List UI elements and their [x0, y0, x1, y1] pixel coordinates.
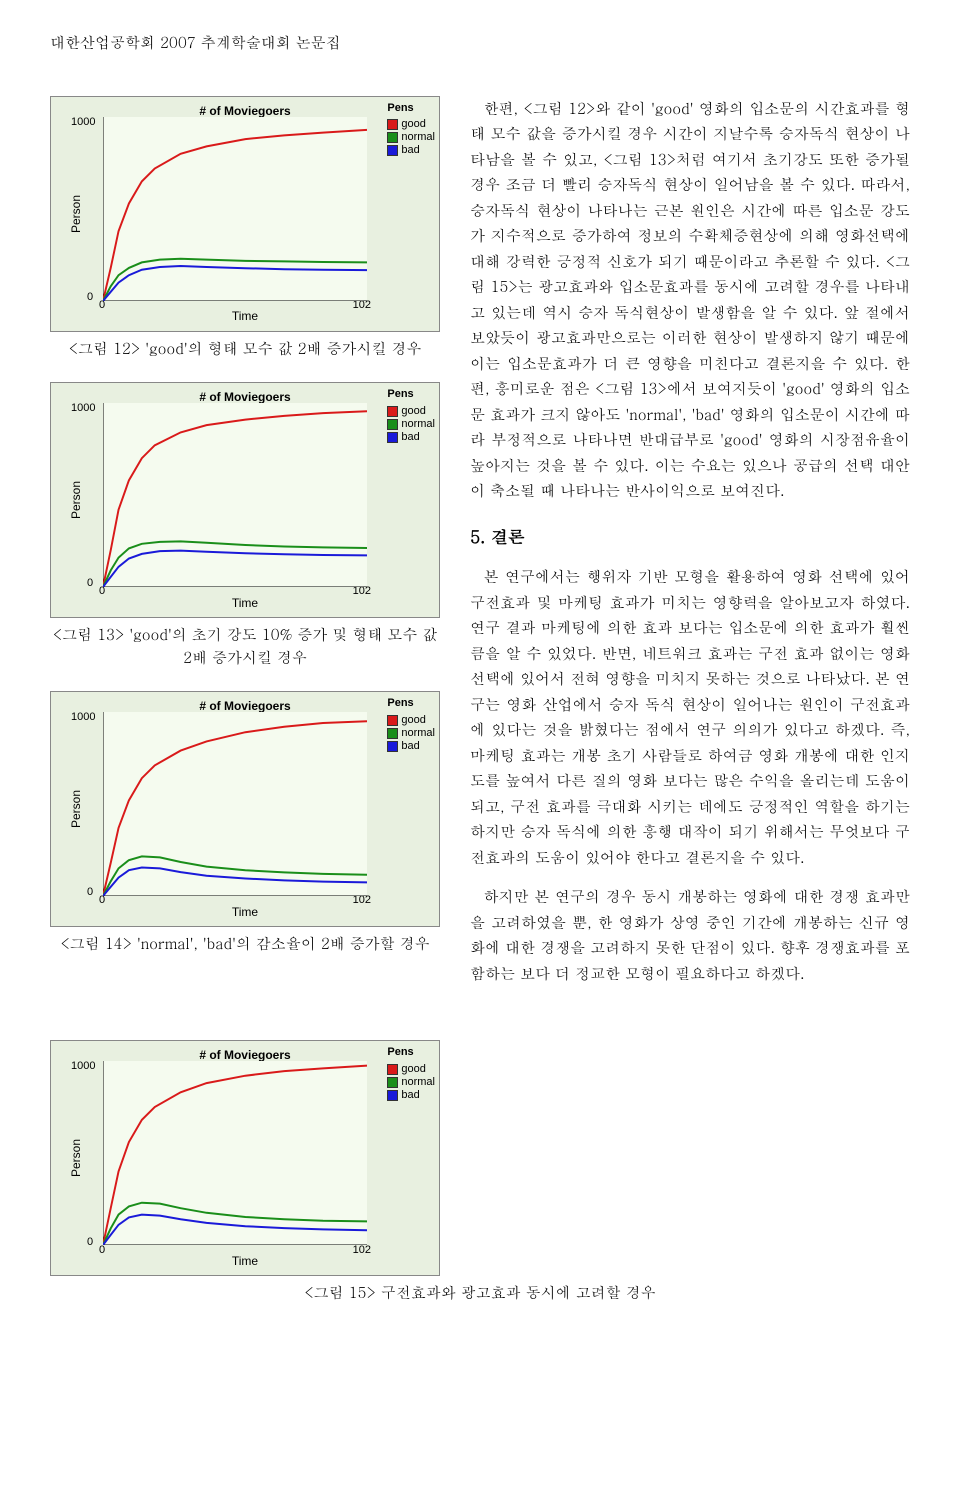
chart-svg	[103, 117, 367, 301]
chart-box: # of Moviegoers Pens good normal bad Per…	[50, 96, 440, 332]
x-tick-max: 102	[353, 296, 371, 315]
legend-title: Pens	[387, 385, 435, 404]
y-tick-max: 1000	[71, 1057, 95, 1076]
x-axis-label: Time	[232, 902, 258, 922]
legend-swatch-good	[387, 406, 398, 417]
y-tick-max: 1000	[71, 708, 95, 727]
figure-12: # of Moviegoers Pens good normal bad Per…	[50, 96, 440, 361]
legend-swatch-bad	[387, 1090, 398, 1101]
legend-label: bad	[401, 740, 419, 753]
body-paragraph-2: 본 연구에서는 행위자 기반 모형을 활용하여 영화 선택에 있어 구전효과 및…	[470, 564, 910, 870]
y-tick-max: 1000	[71, 399, 95, 418]
chart-svg	[103, 712, 367, 896]
chart-legend: Pens good normal bad	[387, 385, 435, 444]
x-tick-min: 0	[99, 296, 105, 315]
x-tick-max: 102	[353, 582, 371, 601]
figure-13-caption: <그림 13> 'good'의 초기 강도 10% 증가 및 형태 모수 값 2…	[50, 624, 440, 669]
x-tick-max: 102	[353, 891, 371, 910]
x-axis-label: Time	[232, 306, 258, 326]
legend-swatch-bad	[387, 145, 398, 156]
figure-14-caption: <그림 14> 'normal', 'bad'의 감소율이 2배 증가할 경우	[50, 933, 440, 956]
body-paragraph-3: 하지만 본 연구의 경우 동시 개봉하는 영화에 대한 경쟁 효과만을 고려하였…	[470, 884, 910, 986]
legend-label: bad	[401, 431, 419, 444]
legend-swatch-bad	[387, 432, 398, 443]
x-tick-min: 0	[99, 582, 105, 601]
legend-label: normal	[401, 418, 435, 431]
legend-label: normal	[401, 131, 435, 144]
chart-box: # of Moviegoers Pens good normal bad Per…	[50, 691, 440, 927]
y-axis-label: Person	[66, 481, 86, 519]
legend-label: good	[401, 1063, 425, 1076]
y-tick-min: 0	[87, 574, 93, 593]
legend-swatch-bad	[387, 741, 398, 752]
figure-13: # of Moviegoers Pens good normal bad Per…	[50, 382, 440, 669]
legend-swatch-normal	[387, 132, 398, 143]
legend-swatch-normal	[387, 1077, 398, 1088]
chart-svg	[103, 403, 367, 587]
legend-label: good	[401, 118, 425, 131]
right-column: 한편, <그림 12>와 같이 'good' 영화의 입소문의 시간효과를 형태…	[470, 96, 910, 1001]
legend-title: Pens	[387, 1043, 435, 1062]
legend-title: Pens	[387, 694, 435, 713]
legend-swatch-good	[387, 1064, 398, 1075]
chart-box: # of Moviegoers Pens good normal bad Per…	[50, 382, 440, 618]
figure-14: # of Moviegoers Pens good normal bad Per…	[50, 691, 440, 956]
legend-swatch-good	[387, 715, 398, 726]
legend-swatch-normal	[387, 419, 398, 430]
left-column: # of Moviegoers Pens good normal bad Per…	[50, 96, 440, 1001]
chart-legend: Pens good normal bad	[387, 1043, 435, 1102]
bottom-single-column: # of Moviegoers Pens good normal bad Per…	[50, 1040, 910, 1305]
legend-title: Pens	[387, 99, 435, 118]
chart-box: # of Moviegoers Pens good normal bad Per…	[50, 1040, 440, 1276]
two-column-layout: # of Moviegoers Pens good normal bad Per…	[50, 96, 910, 1001]
y-tick-min: 0	[87, 883, 93, 902]
y-tick-min: 0	[87, 288, 93, 307]
legend-label: bad	[401, 1089, 419, 1102]
y-axis-label: Person	[66, 790, 86, 828]
x-tick-max: 102	[353, 1241, 371, 1260]
legend-swatch-good	[387, 119, 398, 130]
figure-15-caption: <그림 15> 구전효과와 광고효과 동시에 고려할 경우	[50, 1282, 910, 1305]
chart-legend: Pens good normal bad	[387, 99, 435, 158]
legend-label: normal	[401, 1076, 435, 1089]
x-tick-min: 0	[99, 891, 105, 910]
legend-label: good	[401, 405, 425, 418]
y-tick-min: 0	[87, 1233, 93, 1252]
page-header: 대한산업공학회 2007 추계학술대회 논문집	[50, 30, 910, 56]
legend-label: good	[401, 714, 425, 727]
chart-legend: Pens good normal bad	[387, 694, 435, 753]
x-axis-label: Time	[232, 593, 258, 613]
y-tick-max: 1000	[71, 113, 95, 132]
legend-label: normal	[401, 727, 435, 740]
x-axis-label: Time	[232, 1251, 258, 1271]
figure-12-caption: <그림 12> 'good'의 형태 모수 값 2배 증가시킬 경우	[50, 338, 440, 361]
body-paragraph-1: 한편, <그림 12>와 같이 'good' 영화의 입소문의 시간효과를 형태…	[470, 96, 910, 504]
x-tick-min: 0	[99, 1241, 105, 1260]
legend-swatch-normal	[387, 728, 398, 739]
chart-svg	[103, 1061, 367, 1245]
legend-label: bad	[401, 144, 419, 157]
figure-15: # of Moviegoers Pens good normal bad Per…	[50, 1040, 910, 1305]
y-axis-label: Person	[66, 1139, 86, 1177]
section-heading-5: 5. 결론	[470, 522, 910, 551]
y-axis-label: Person	[66, 194, 86, 232]
